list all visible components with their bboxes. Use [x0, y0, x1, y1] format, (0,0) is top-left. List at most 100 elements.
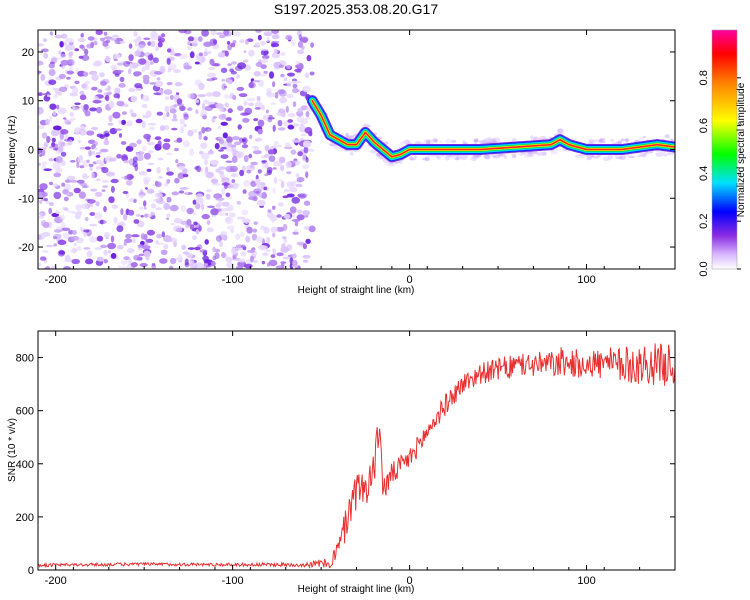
noise-speckle	[204, 159, 208, 166]
noise-speckle	[103, 259, 108, 264]
noise-speckle	[220, 67, 228, 74]
noise-speckle	[257, 169, 262, 174]
noise-speckle	[144, 63, 150, 71]
noise-speckle	[90, 41, 94, 49]
noise-speckle	[169, 108, 177, 114]
noise-speckle	[91, 172, 95, 179]
noise-speckle	[120, 260, 128, 265]
noise-speckle	[187, 247, 196, 250]
noise-speckle	[220, 154, 229, 160]
noise-speckle	[252, 228, 258, 233]
noise-speckle	[42, 250, 49, 253]
noise-speckle	[71, 247, 77, 254]
colorbar-gradient	[711, 29, 738, 270]
noise-speckle	[68, 230, 74, 235]
noise-speckle	[38, 215, 45, 219]
noise-speckle	[198, 82, 205, 90]
y-tick-label: 600	[16, 406, 34, 418]
noise-speckle	[53, 125, 62, 131]
noise-speckle	[145, 110, 152, 118]
noise-speckle	[181, 244, 187, 250]
noise-speckle	[158, 189, 163, 194]
noise-speckle	[79, 165, 85, 169]
noise-speckle	[292, 101, 297, 108]
noise-speckle	[178, 30, 187, 34]
noise-speckle	[86, 250, 93, 258]
noise-speckle	[63, 232, 70, 239]
noise-speckle	[226, 204, 234, 212]
noise-speckle	[143, 152, 151, 160]
noise-speckle	[294, 68, 302, 73]
noise-speckle	[198, 225, 202, 232]
noise-speckle	[254, 42, 260, 47]
noise-speckle	[40, 220, 47, 227]
noise-speckle	[256, 199, 266, 207]
noise-speckle	[241, 138, 246, 142]
colorbar-tick-label: 0.6	[698, 118, 710, 133]
noise-speckle	[84, 48, 89, 56]
noise-speckle	[147, 162, 155, 166]
noise-speckle	[168, 63, 177, 71]
noise-speckle	[106, 91, 113, 95]
noise-speckle	[159, 125, 165, 132]
noise-speckle	[143, 37, 151, 41]
noise-speckle	[189, 51, 195, 59]
noise-speckle	[222, 132, 228, 139]
spectrogram-noise	[38, 30, 675, 269]
noise-speckle	[166, 213, 171, 218]
noise-speckle	[39, 199, 43, 204]
noise-speckle	[114, 73, 120, 77]
ridge-halo	[473, 138, 479, 143]
ridge-halo	[517, 153, 523, 157]
noise-speckle	[138, 171, 148, 176]
noise-speckle	[42, 191, 48, 197]
noise-speckle	[201, 30, 209, 37]
ridge-halo	[593, 155, 599, 159]
noise-speckle	[84, 80, 91, 84]
noise-speckle	[48, 69, 56, 76]
noise-speckle	[290, 149, 297, 155]
noise-speckle	[106, 171, 115, 177]
noise-speckle	[256, 181, 265, 189]
snr-series-line	[38, 343, 675, 569]
noise-speckle	[302, 243, 307, 250]
noise-speckle	[89, 223, 98, 227]
noise-speckle	[219, 173, 225, 179]
noise-speckle	[273, 140, 280, 148]
noise-speckle	[132, 160, 138, 168]
noise-speckle	[243, 155, 249, 163]
noise-speckle	[194, 99, 200, 103]
noise-speckle	[52, 111, 57, 116]
noise-speckle	[299, 123, 304, 127]
noise-speckle	[59, 41, 64, 48]
noise-speckle	[67, 210, 74, 213]
noise-speckle	[257, 128, 263, 135]
noise-speckle	[250, 255, 254, 263]
ridge-halo	[497, 153, 504, 157]
noise-speckle	[187, 93, 195, 99]
noise-speckle	[201, 152, 210, 160]
noise-speckle	[218, 114, 227, 120]
noise-speckle	[57, 239, 67, 246]
ridge-halo	[414, 140, 422, 145]
noise-speckle	[143, 200, 147, 207]
noise-speckle	[118, 265, 128, 269]
noise-speckle	[209, 58, 215, 66]
noise-speckle	[107, 250, 112, 254]
noise-speckle	[273, 48, 279, 54]
noise-speckle	[281, 261, 285, 268]
ridge-halo	[402, 139, 410, 144]
noise-speckle	[41, 132, 48, 139]
noise-speckle	[43, 52, 48, 59]
noise-speckle	[272, 187, 276, 194]
noise-speckle	[305, 238, 311, 244]
noise-speckle	[245, 235, 251, 243]
noise-speckle	[235, 233, 240, 240]
noise-speckle	[302, 210, 311, 216]
noise-speckle	[196, 165, 202, 173]
noise-speckle	[296, 241, 305, 246]
noise-speckle	[60, 151, 67, 157]
noise-speckle	[49, 181, 53, 186]
